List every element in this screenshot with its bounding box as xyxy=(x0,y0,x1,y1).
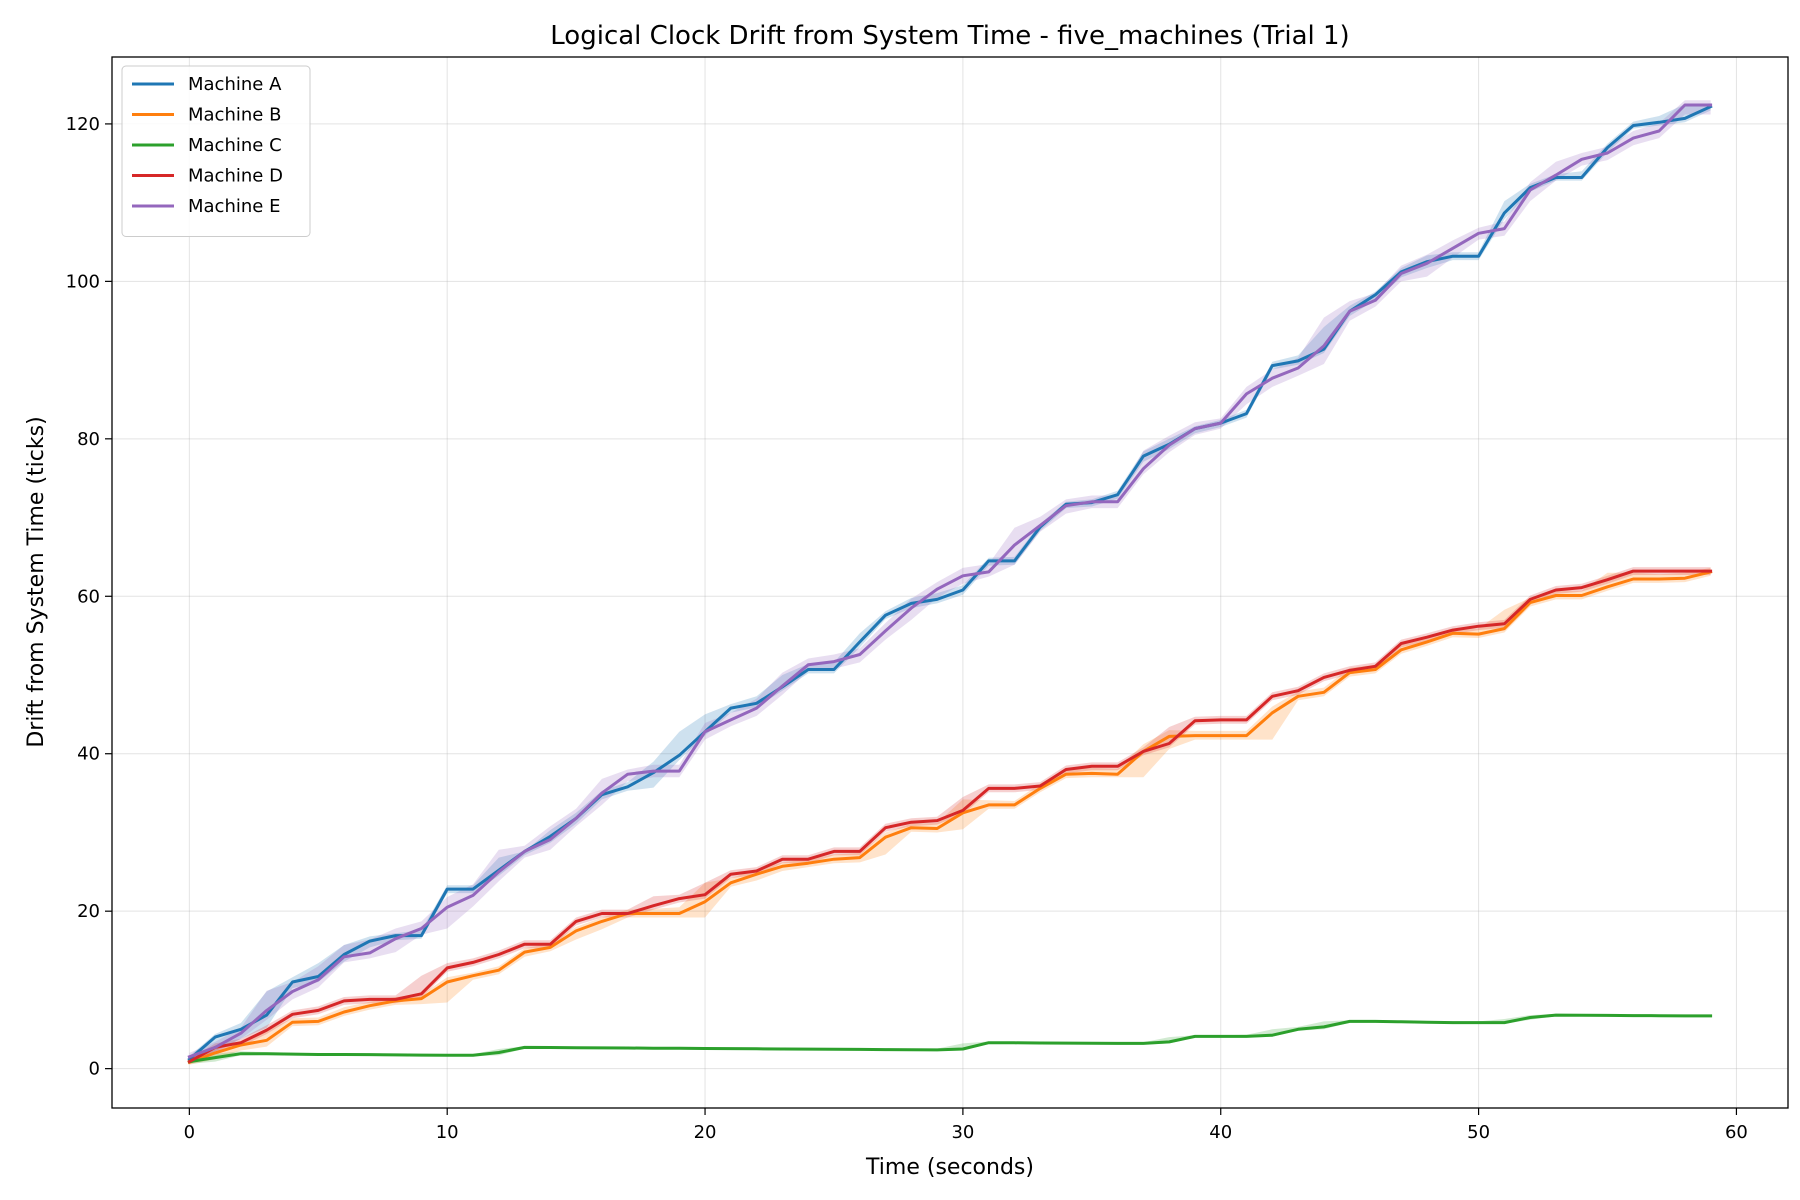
x-axis-label: Time (seconds) xyxy=(865,1155,1034,1180)
legend-label-machine-b: Machine B xyxy=(188,105,281,126)
y-tick-label: 60 xyxy=(77,586,100,607)
x-tick-label: 50 xyxy=(1467,1122,1490,1143)
machine-e-band xyxy=(189,100,1711,1061)
legend-label-machine-d: Machine D xyxy=(188,166,283,187)
machine-e-line xyxy=(187,103,1713,1059)
x-tick-label: 20 xyxy=(694,1122,717,1143)
y-tick-label: 80 xyxy=(77,429,100,450)
machine-a-line xyxy=(187,104,1713,1062)
y-tick-label: 0 xyxy=(89,1059,100,1080)
x-tick-label: 0 xyxy=(184,1122,195,1143)
machine-b-line xyxy=(187,570,1713,1065)
legend-label-machine-c: Machine C xyxy=(188,135,282,156)
x-tick-label: 30 xyxy=(951,1122,974,1143)
y-tick-label: 40 xyxy=(77,744,100,765)
machine-d-line xyxy=(187,569,1713,1064)
legend-label-machine-a: Machine A xyxy=(188,74,282,95)
chart-title: Logical Clock Drift from System Time - f… xyxy=(550,21,1349,51)
y-axis-label: Drift from System Time (ticks) xyxy=(24,416,49,747)
legend: Machine A Machine B Machine C Machine D Mach… xyxy=(121,65,311,237)
x-tick-label: 10 xyxy=(436,1122,459,1143)
x-tick-label: 40 xyxy=(1209,1122,1232,1143)
y-tick-label: 20 xyxy=(77,901,100,922)
y-tick-label: 100 xyxy=(66,271,100,292)
x-tick-label: 60 xyxy=(1725,1122,1748,1143)
legend-box xyxy=(121,65,311,237)
legend-label-machine-e: Machine E xyxy=(188,196,280,217)
plot-frame xyxy=(111,56,1789,1109)
machine-c-line xyxy=(187,1013,1713,1064)
y-tick-label: 120 xyxy=(66,114,100,135)
axis-ticks: 0 10 20 30 40 50 60 0 20 40 60 80 100 120 xyxy=(66,114,1748,1143)
series-lines xyxy=(187,103,1713,1065)
